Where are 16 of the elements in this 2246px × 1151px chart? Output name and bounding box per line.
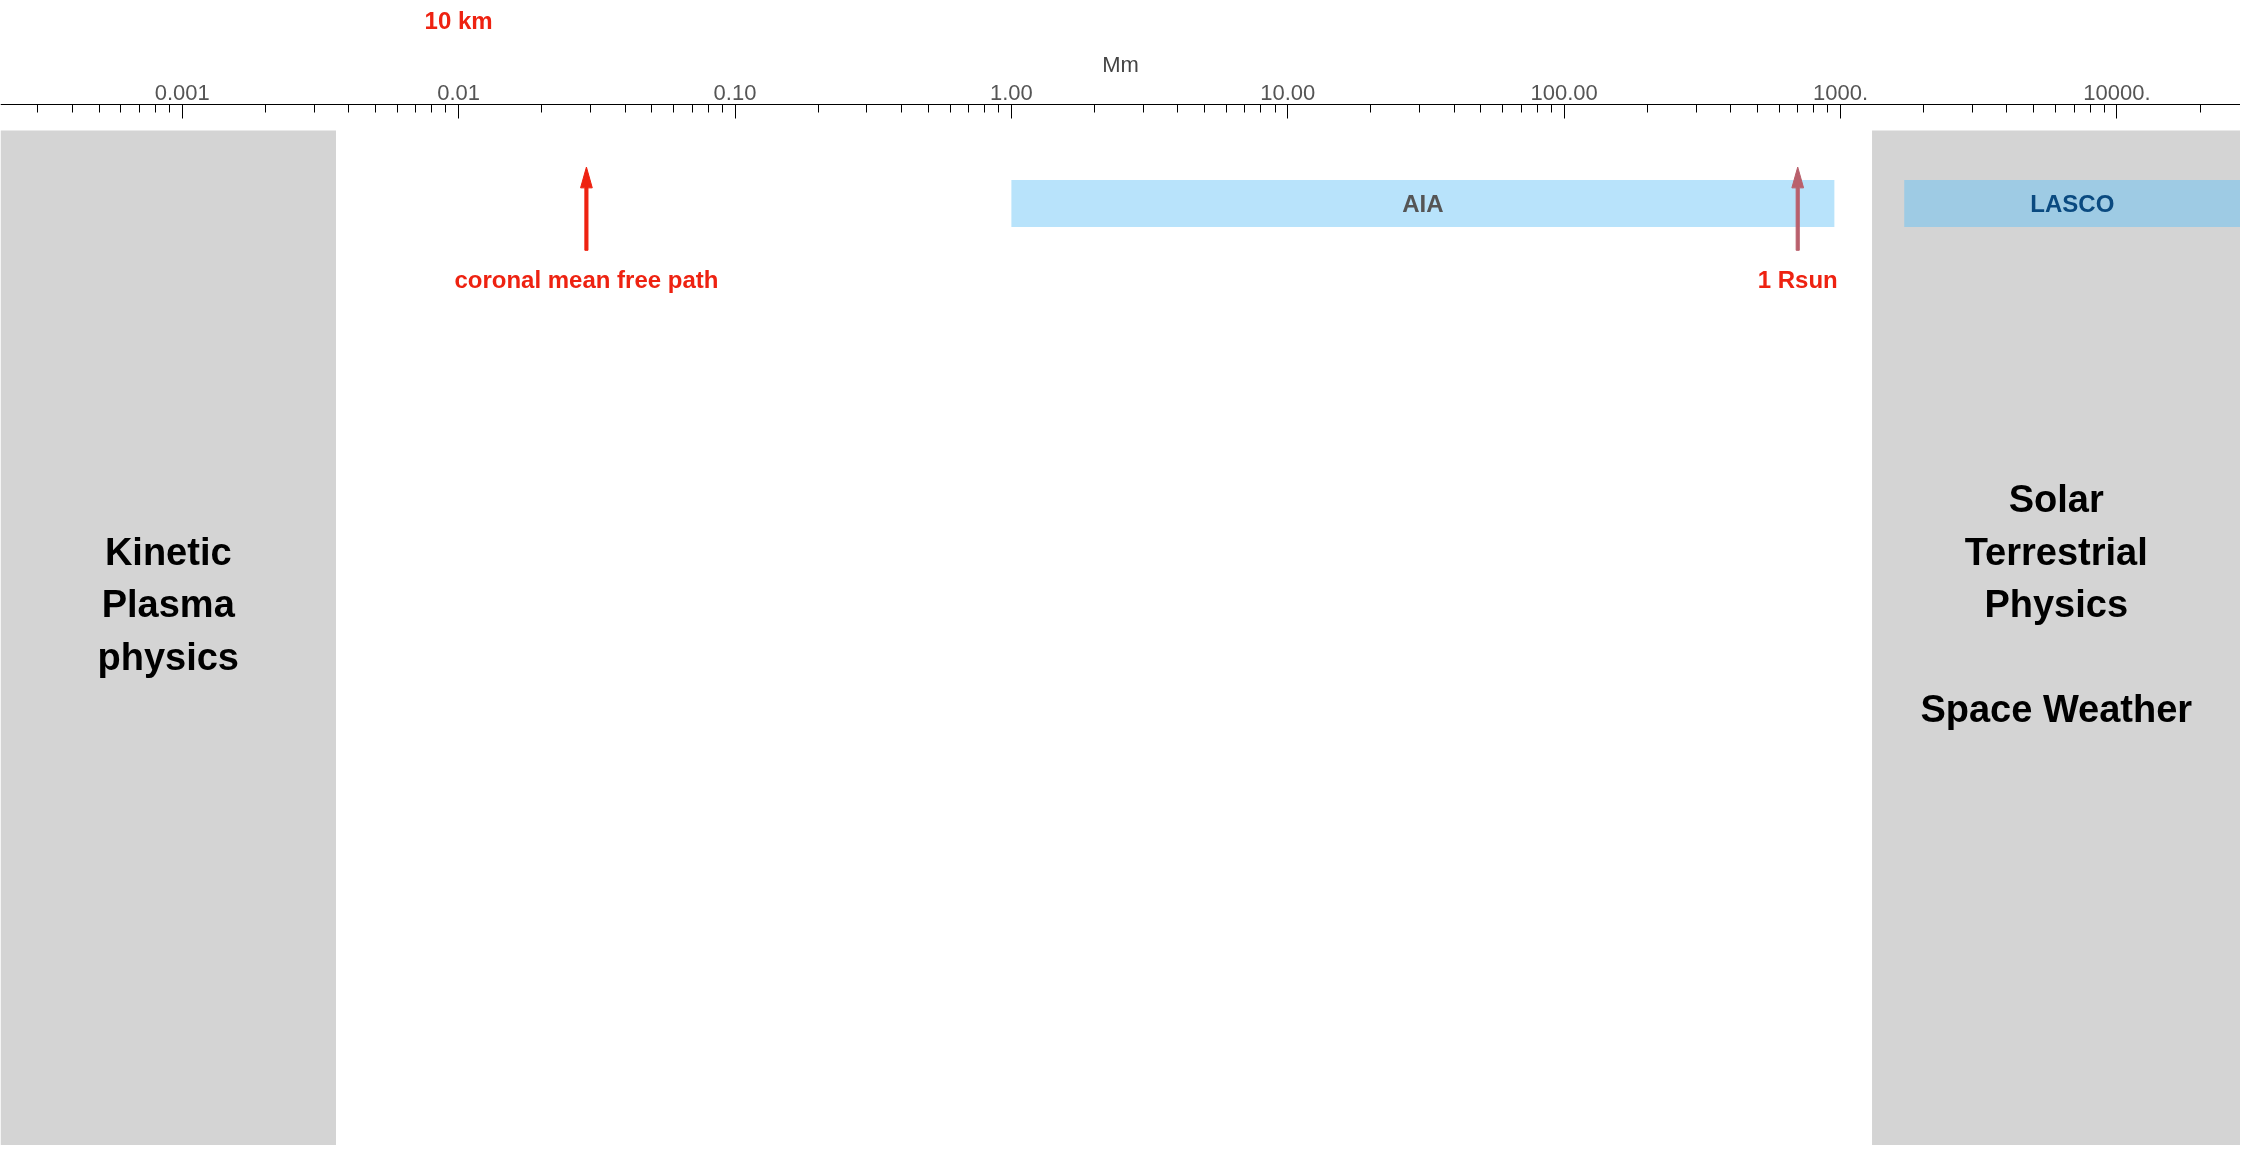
band-label: Kinetic Plasma physics (97, 530, 240, 678)
x-axis-title: Mm (1102, 51, 1139, 77)
series-label: LASCO (2030, 189, 2115, 217)
x-tick-label: 100.00 (1530, 79, 1598, 105)
ref-line-label: 1 Rsun (1757, 265, 1838, 293)
ref-line-label: coronal mean free path (454, 265, 719, 293)
series-label: AIA (1402, 189, 1444, 217)
x-tick-label: 0.001 (154, 79, 210, 105)
x-tick-label: 0.10 (713, 79, 757, 105)
x-tick-label: 0.01 (437, 79, 481, 105)
text: 10 km (424, 6, 493, 34)
text: Solar Terrestrial Physics Space Weather (1920, 478, 2193, 731)
x-tick-label: 1000. (1813, 79, 1869, 105)
x-tick-label: 1.00 (989, 79, 1033, 105)
x-tick-label: 10000. (2083, 79, 2151, 105)
x-tick-label: 10.00 (1260, 79, 1316, 105)
